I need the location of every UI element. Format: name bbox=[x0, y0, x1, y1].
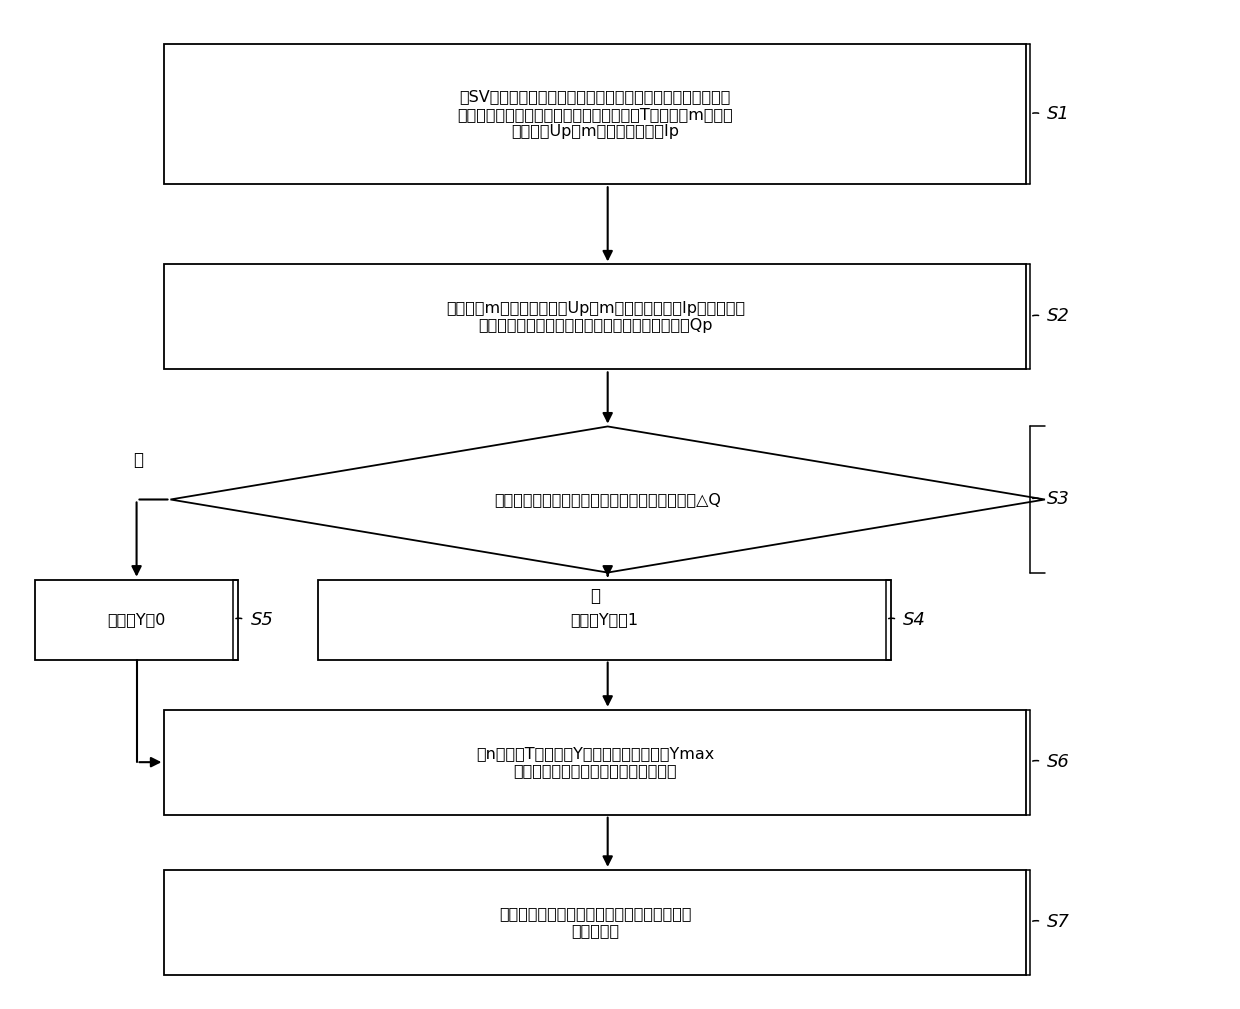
FancyBboxPatch shape bbox=[319, 579, 892, 660]
Text: 否: 否 bbox=[134, 451, 144, 469]
Text: 分别根据m个当前采样电压Up、m个当前采样电流Ip以及电压、
电流的理论估计值，计算当前实际用电量的均方差Qp: 分别根据m个当前采样电压Up、m个当前采样电流Ip以及电压、 电流的理论估计值，… bbox=[446, 301, 745, 333]
FancyBboxPatch shape bbox=[164, 709, 1027, 814]
FancyBboxPatch shape bbox=[164, 264, 1027, 369]
Polygon shape bbox=[170, 427, 1045, 572]
Text: 在n个周期T后，判断Y超过设定的最大次数Ymax
时，检测出继电保护装置存在隐性故障: 在n个周期T后，判断Y超过设定的最大次数Ymax 时，检测出继电保护装置存在隐性… bbox=[476, 746, 714, 778]
Text: S1: S1 bbox=[1048, 105, 1070, 123]
Text: 是: 是 bbox=[590, 586, 600, 604]
Text: 计数器Y置0: 计数器Y置0 bbox=[108, 612, 166, 627]
Text: S5: S5 bbox=[250, 610, 273, 629]
Text: S7: S7 bbox=[1048, 913, 1070, 930]
Text: 判断当前实际用电量均方差是否大于电量门槛值△Q: 判断当前实际用电量均方差是否大于电量门槛值△Q bbox=[495, 492, 722, 507]
FancyBboxPatch shape bbox=[35, 579, 238, 660]
Text: S2: S2 bbox=[1048, 308, 1070, 325]
Text: 对检测出的隐性故障进行辨识，得到当前隐性
故障的类型: 对检测出的隐性故障进行辨识，得到当前隐性 故障的类型 bbox=[500, 906, 692, 938]
Text: S6: S6 bbox=[1048, 753, 1070, 771]
Text: 对SV数据传输网中的多维参数进行采集，其中多维参数至少包
括运行电量参数，该运行电量参数包括周期T内采集的m个当前
采样电压Up和m个当前采样电流Ip: 对SV数据传输网中的多维参数进行采集，其中多维参数至少包 括运行电量参数，该运行… bbox=[458, 90, 733, 139]
Text: S3: S3 bbox=[1048, 490, 1070, 509]
FancyBboxPatch shape bbox=[164, 870, 1027, 975]
FancyBboxPatch shape bbox=[164, 44, 1027, 185]
Text: S4: S4 bbox=[903, 610, 926, 629]
Text: 计数器Y自加1: 计数器Y自加1 bbox=[570, 612, 639, 627]
